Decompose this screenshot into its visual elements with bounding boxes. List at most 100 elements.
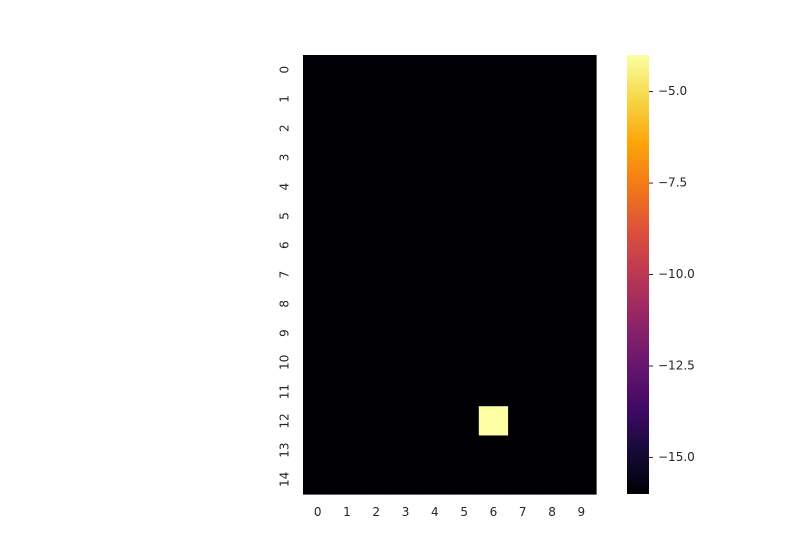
heatmap-cell-r9-c9 <box>566 318 597 349</box>
heatmap-cell-r12-c8 <box>537 406 568 437</box>
heatmap-cell-r11-c4 <box>420 376 451 407</box>
heatmap-cell-r13-c1 <box>332 435 363 466</box>
heatmap-cell-r14-c7 <box>508 464 538 495</box>
x-tick-label-7: 7 <box>519 505 527 519</box>
heatmap-cell-r10-c7 <box>508 347 538 378</box>
heatmap-cell-r11-c8 <box>537 376 568 407</box>
heatmap-cell-r2-c5 <box>449 113 480 144</box>
heatmap-cell-r3-c2 <box>361 142 392 173</box>
heatmap-cell-r14-c2 <box>361 464 392 495</box>
heatmap-cell-r13-c4 <box>420 435 451 466</box>
heatmap-cell-r11-c6 <box>478 376 509 407</box>
heatmap-cell-r12-c3 <box>390 406 421 437</box>
colorbar-tick-label-2: −10.0 <box>658 267 695 281</box>
colorbar-tick-label-4: −15.0 <box>658 450 695 464</box>
heatmap-cell-r4-c9 <box>566 172 597 202</box>
heatmap-cell-r3-c6 <box>478 142 509 173</box>
heatmap-cell-r6-c0 <box>303 230 333 261</box>
heatmap-cell-r7-c1 <box>332 259 363 290</box>
heatmap-cell-r7-c7 <box>508 259 538 290</box>
heatmap-cell-r9-c3 <box>390 318 421 349</box>
heatmap-cell-r3-c8 <box>537 142 568 173</box>
heatmap-cell-r2-c6 <box>478 113 509 144</box>
heatmap-cell-r10-c4 <box>420 347 451 378</box>
heatmap-cell-r4-c1 <box>332 172 363 202</box>
heatmap-cell-r12-c0 <box>303 406 333 437</box>
heatmap-cell-r5-c5 <box>449 201 480 232</box>
colorbar-tick-label-0: −5.0 <box>658 84 687 98</box>
heatmap-cell-r5-c0 <box>303 201 333 232</box>
heatmap-cell-r5-c2 <box>361 201 392 232</box>
heatmap-cell-r8-c7 <box>508 289 538 319</box>
heatmap-cell-r8-c5 <box>449 289 480 319</box>
heatmap-cell-r5-c8 <box>537 201 568 232</box>
y-tick-label-0: 0 <box>278 66 292 74</box>
heatmap-cell-r2-c8 <box>537 113 568 144</box>
heatmap-cell-r0-c2 <box>361 55 392 85</box>
heatmap-cell-r11-c5 <box>449 376 480 407</box>
heatmap-cell-r11-c9 <box>566 376 597 407</box>
heatmap-cell-r9-c1 <box>332 318 363 349</box>
heatmap-cell-r11-c3 <box>390 376 421 407</box>
heatmap-cell-r6-c3 <box>390 230 421 261</box>
heatmap-cell-r13-c5 <box>449 435 480 466</box>
heatmap-cell-r12-c2 <box>361 406 392 437</box>
heatmap-cell-r14-c9 <box>566 464 597 495</box>
heatmap-cell-r6-c6 <box>478 230 509 261</box>
heatmap-cell-r14-c6 <box>478 464 509 495</box>
heatmap-cell-r11-c0 <box>303 376 333 407</box>
heatmap-cell-r5-c4 <box>420 201 451 232</box>
heatmap-cell-r13-c9 <box>566 435 597 466</box>
colorbar-tick-labels: −5.0 −7.5 −10.0 −12.5 −15.0 <box>649 84 695 464</box>
x-axis-tick-labels: 0 1 2 3 4 5 6 7 8 9 <box>314 505 585 519</box>
heatmap-cell-r4-c0 <box>303 172 333 202</box>
heatmap-cell-r14-c8 <box>537 464 568 495</box>
heatmap-cell-r1-c7 <box>508 84 538 115</box>
heatmap-cell-r3-c9 <box>566 142 597 173</box>
heatmap-cell-r4-c2 <box>361 172 392 202</box>
colorbar-tick-label-1: −7.5 <box>658 176 687 190</box>
heatmap-cell-r5-c6 <box>478 201 509 232</box>
heatmap-cell-r10-c5 <box>449 347 480 378</box>
heatmap-cell-r0-c9 <box>566 55 597 85</box>
heatmap-cell-r12-c4 <box>420 406 451 437</box>
heatmap-cell-r1-c4 <box>420 84 451 115</box>
heatmap-cell-r6-c7 <box>508 230 538 261</box>
heatmap-cell-r1-c9 <box>566 84 597 115</box>
y-tick-label-4: 4 <box>278 183 292 191</box>
heatmap-cell-r13-c2 <box>361 435 392 466</box>
heatmap-cell-r5-c7 <box>508 201 538 232</box>
heatmap-cell-r7-c0 <box>303 259 333 290</box>
heatmap-cell-r3-c7 <box>508 142 538 173</box>
heatmap-cell-r8-c9 <box>566 289 597 319</box>
x-tick-label-8: 8 <box>548 505 556 519</box>
y-tick-label-7: 7 <box>278 271 292 279</box>
heatmap-cell-r6-c2 <box>361 230 392 261</box>
heatmap-cell-r5-c1 <box>332 201 363 232</box>
heatmap-cell-r14-c0 <box>303 464 333 495</box>
heatmap-cell-r1-c6 <box>478 84 509 115</box>
heatmap-cell-r9-c2 <box>361 318 392 349</box>
heatmap-cell-r12-c5 <box>449 406 480 437</box>
heatmap-cell-r2-c3 <box>390 113 421 144</box>
y-tick-label-10: 10 <box>278 355 292 370</box>
heatmap-cell-r10-c2 <box>361 347 392 378</box>
y-tick-label-12: 12 <box>278 413 292 428</box>
heatmap-cell-r4-c6 <box>478 172 509 202</box>
heatmap-cell-r2-c7 <box>508 113 538 144</box>
x-tick-label-9: 9 <box>578 505 586 519</box>
y-tick-label-11: 11 <box>278 384 292 399</box>
y-tick-label-9: 9 <box>278 329 292 337</box>
heatmap-cell-r2-c0 <box>303 113 333 144</box>
colorbar <box>627 55 649 494</box>
y-tick-label-5: 5 <box>278 212 292 220</box>
heatmap-cell-r7-c5 <box>449 259 480 290</box>
heatmap-cell-r0-c0 <box>303 55 333 85</box>
heatmap-cell-r0-c5 <box>449 55 480 85</box>
heatmap-cell-r4-c7 <box>508 172 538 202</box>
heatmap-cell-r2-c1 <box>332 113 363 144</box>
x-tick-label-1: 1 <box>343 505 351 519</box>
heatmap-cell-r7-c8 <box>537 259 568 290</box>
